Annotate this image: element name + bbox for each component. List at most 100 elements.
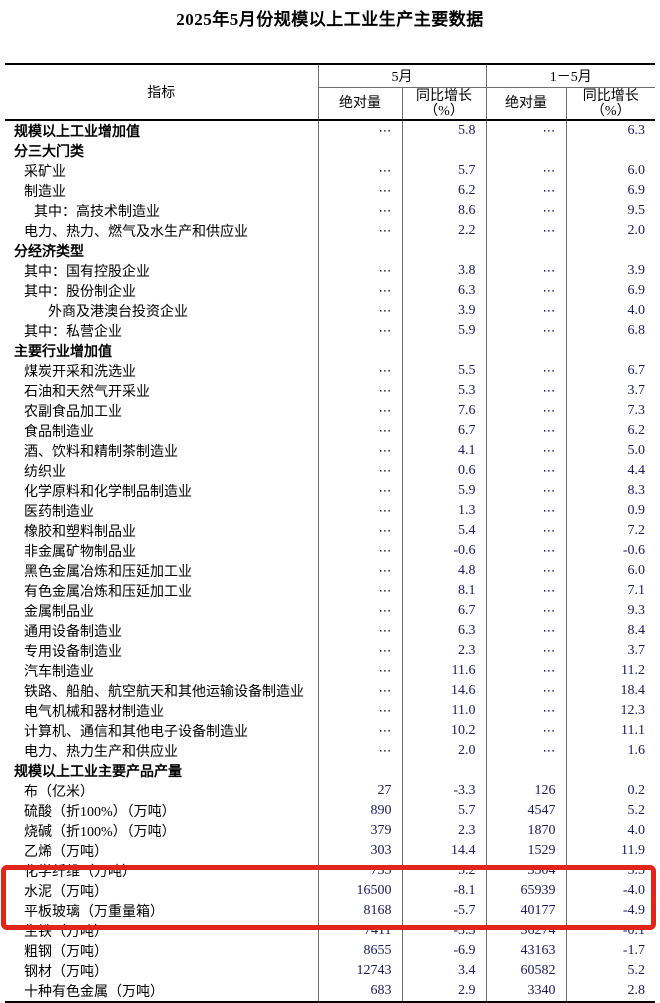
cum-yoy-value: 9.5 bbox=[565, 201, 655, 221]
table-row: 粗钢（万吨） 8655 -6.9 43163 -1.7 bbox=[5, 941, 655, 961]
cum-absolute-value: ⋯ bbox=[485, 261, 566, 281]
row-label: 布（亿米） bbox=[24, 785, 94, 800]
may-yoy-value: 5.7 bbox=[401, 161, 486, 181]
may-absolute-value: ⋯ bbox=[317, 661, 402, 681]
cum-yoy-value: 12.3 bbox=[565, 701, 655, 721]
cum-yoy-value: 5.5 bbox=[565, 861, 655, 881]
cum-absolute-value: ⋯ bbox=[485, 561, 566, 581]
may-yoy-value: 1.3 bbox=[401, 501, 486, 521]
cum-absolute-value: 36274 bbox=[485, 921, 566, 941]
may-yoy-value bbox=[401, 341, 486, 361]
header-cum-absolute: 绝对量 bbox=[485, 87, 566, 120]
cum-yoy-value: 4.0 bbox=[565, 821, 655, 841]
table-row: 水泥（万吨） 16500 -8.1 65939 -4.0 bbox=[5, 881, 655, 901]
may-absolute-value: ⋯ bbox=[317, 401, 402, 421]
cum-absolute-value: ⋯ bbox=[485, 201, 566, 221]
may-absolute-value: ⋯ bbox=[317, 441, 402, 461]
may-absolute-value: 890 bbox=[317, 801, 402, 821]
cum-yoy-value: 5.0 bbox=[565, 441, 655, 461]
table-row: 食品制造业 ⋯ 6.7 ⋯ 6.2 bbox=[5, 421, 655, 441]
may-yoy-value: -0.6 bbox=[401, 541, 486, 561]
table-body: 规模以上工业增加值 ⋯ 5.8 ⋯ 6.3 分三大门类 采矿业 ⋯ 5.7 ⋯ … bbox=[5, 120, 655, 1002]
cum-yoy-value: -4.0 bbox=[565, 881, 655, 901]
may-yoy-value: 5.5 bbox=[401, 361, 486, 381]
cum-absolute-value bbox=[485, 241, 566, 261]
may-yoy-value: 5.2 bbox=[401, 861, 486, 881]
cum-absolute-value: ⋯ bbox=[485, 120, 566, 141]
cum-yoy-value: 6.9 bbox=[565, 181, 655, 201]
row-label: 电力、热力生产和供应业 bbox=[24, 745, 178, 760]
cum-yoy-value: 6.8 bbox=[565, 321, 655, 341]
row-label: 农副食品加工业 bbox=[24, 405, 122, 420]
may-yoy-value: 14.4 bbox=[401, 841, 486, 861]
cum-yoy-value: 6.7 bbox=[565, 361, 655, 381]
table-row: 制造业 ⋯ 6.2 ⋯ 6.9 bbox=[5, 181, 655, 201]
may-absolute-value: ⋯ bbox=[317, 221, 402, 241]
cum-yoy-value: 5.2 bbox=[565, 801, 655, 821]
table-row: 电力、热力、燃气及水生产和供应业 ⋯ 2.2 ⋯ 2.0 bbox=[5, 221, 655, 241]
cum-yoy-value: 8.4 bbox=[565, 621, 655, 641]
row-label: 汽车制造业 bbox=[24, 665, 94, 680]
may-yoy-value: 2.3 bbox=[401, 821, 486, 841]
row-label: 通用设备制造业 bbox=[24, 625, 122, 640]
cum-yoy-value: 18.4 bbox=[565, 681, 655, 701]
cum-yoy-value: -0.6 bbox=[565, 541, 655, 561]
may-yoy-value: 2.2 bbox=[401, 221, 486, 241]
table-row: 布（亿米） 27 -3.3 126 0.2 bbox=[5, 781, 655, 801]
table-row: 钢材（万吨） 12743 3.4 60582 5.2 bbox=[5, 961, 655, 981]
cum-yoy-value: 0.2 bbox=[565, 781, 655, 801]
row-label: 制造业 bbox=[24, 185, 66, 200]
cum-yoy-value: 6.0 bbox=[565, 161, 655, 181]
table-row: 橡胶和塑料制品业 ⋯ 5.4 ⋯ 7.2 bbox=[5, 521, 655, 541]
cum-absolute-value bbox=[485, 341, 566, 361]
table-row: 非金属矿物制品业 ⋯ -0.6 ⋯ -0.6 bbox=[5, 541, 655, 561]
row-label: 化学纤维（万吨） bbox=[24, 865, 136, 880]
cum-absolute-value: 40177 bbox=[485, 901, 566, 921]
row-label: 其中：股份制企业 bbox=[24, 285, 136, 300]
may-yoy-value bbox=[401, 141, 486, 161]
table-row: 化学原料和化学制品制造业 ⋯ 5.9 ⋯ 8.3 bbox=[5, 481, 655, 501]
cum-yoy-value: 7.2 bbox=[565, 521, 655, 541]
may-absolute-value: ⋯ bbox=[317, 201, 402, 221]
may-yoy-value: 6.3 bbox=[401, 621, 486, 641]
cum-absolute-value: ⋯ bbox=[485, 301, 566, 321]
cum-yoy-value: 0.9 bbox=[565, 501, 655, 521]
cum-yoy-value: 3.7 bbox=[565, 381, 655, 401]
table-header: 指标 5月 1－5月 绝对量 同比增长 （%） 绝对量 同比增长 （%） bbox=[5, 64, 655, 120]
cum-absolute-value: 1529 bbox=[485, 841, 566, 861]
table-row: 平板玻璃（万重量箱） 8168 -5.7 40177 -4.9 bbox=[5, 901, 655, 921]
table-row: 分三大门类 bbox=[5, 141, 655, 161]
cum-absolute-value: 1870 bbox=[485, 821, 566, 841]
row-label: 其中：高技术制造业 bbox=[34, 205, 160, 220]
row-label: 铁路、船舶、航空航天和其他运输设备制造业 bbox=[24, 685, 304, 700]
may-yoy-value: 3.8 bbox=[401, 261, 486, 281]
cum-yoy-value bbox=[565, 761, 655, 781]
row-label: 计算机、通信和其他电子设备制造业 bbox=[24, 725, 248, 740]
table-row: 其中：私营企业 ⋯ 5.9 ⋯ 6.8 bbox=[5, 321, 655, 341]
may-absolute-value: ⋯ bbox=[317, 501, 402, 521]
may-absolute-value: ⋯ bbox=[317, 481, 402, 501]
cum-yoy-value: 2.0 bbox=[565, 221, 655, 241]
row-label: 医药制造业 bbox=[24, 505, 94, 520]
cum-yoy-value: 7.3 bbox=[565, 401, 655, 421]
table-row: 规模以上工业增加值 ⋯ 5.8 ⋯ 6.3 bbox=[5, 120, 655, 141]
row-label: 其中：国有控股企业 bbox=[24, 265, 150, 280]
cum-absolute-value: ⋯ bbox=[485, 601, 566, 621]
row-label: 分经济类型 bbox=[14, 245, 84, 260]
cum-absolute-value: ⋯ bbox=[485, 621, 566, 641]
may-absolute-value: ⋯ bbox=[317, 181, 402, 201]
table-row: 乙烯（万吨） 303 14.4 1529 11.9 bbox=[5, 841, 655, 861]
table-row: 通用设备制造业 ⋯ 6.3 ⋯ 8.4 bbox=[5, 621, 655, 641]
may-yoy-value: -8.1 bbox=[401, 881, 486, 901]
row-label: 橡胶和塑料制品业 bbox=[24, 525, 136, 540]
may-absolute-value bbox=[317, 341, 402, 361]
may-absolute-value: ⋯ bbox=[317, 461, 402, 481]
table-row: 纺织业 ⋯ 0.6 ⋯ 4.4 bbox=[5, 461, 655, 481]
header-indicator: 指标 bbox=[147, 86, 176, 101]
may-absolute-value bbox=[317, 241, 402, 261]
may-yoy-value: 11.0 bbox=[401, 701, 486, 721]
may-absolute-value: ⋯ bbox=[317, 741, 402, 761]
may-absolute-value: ⋯ bbox=[317, 361, 402, 381]
cum-absolute-value: ⋯ bbox=[485, 181, 566, 201]
table-row: 硫酸（折100%）（万吨） 890 5.7 4547 5.2 bbox=[5, 801, 655, 821]
